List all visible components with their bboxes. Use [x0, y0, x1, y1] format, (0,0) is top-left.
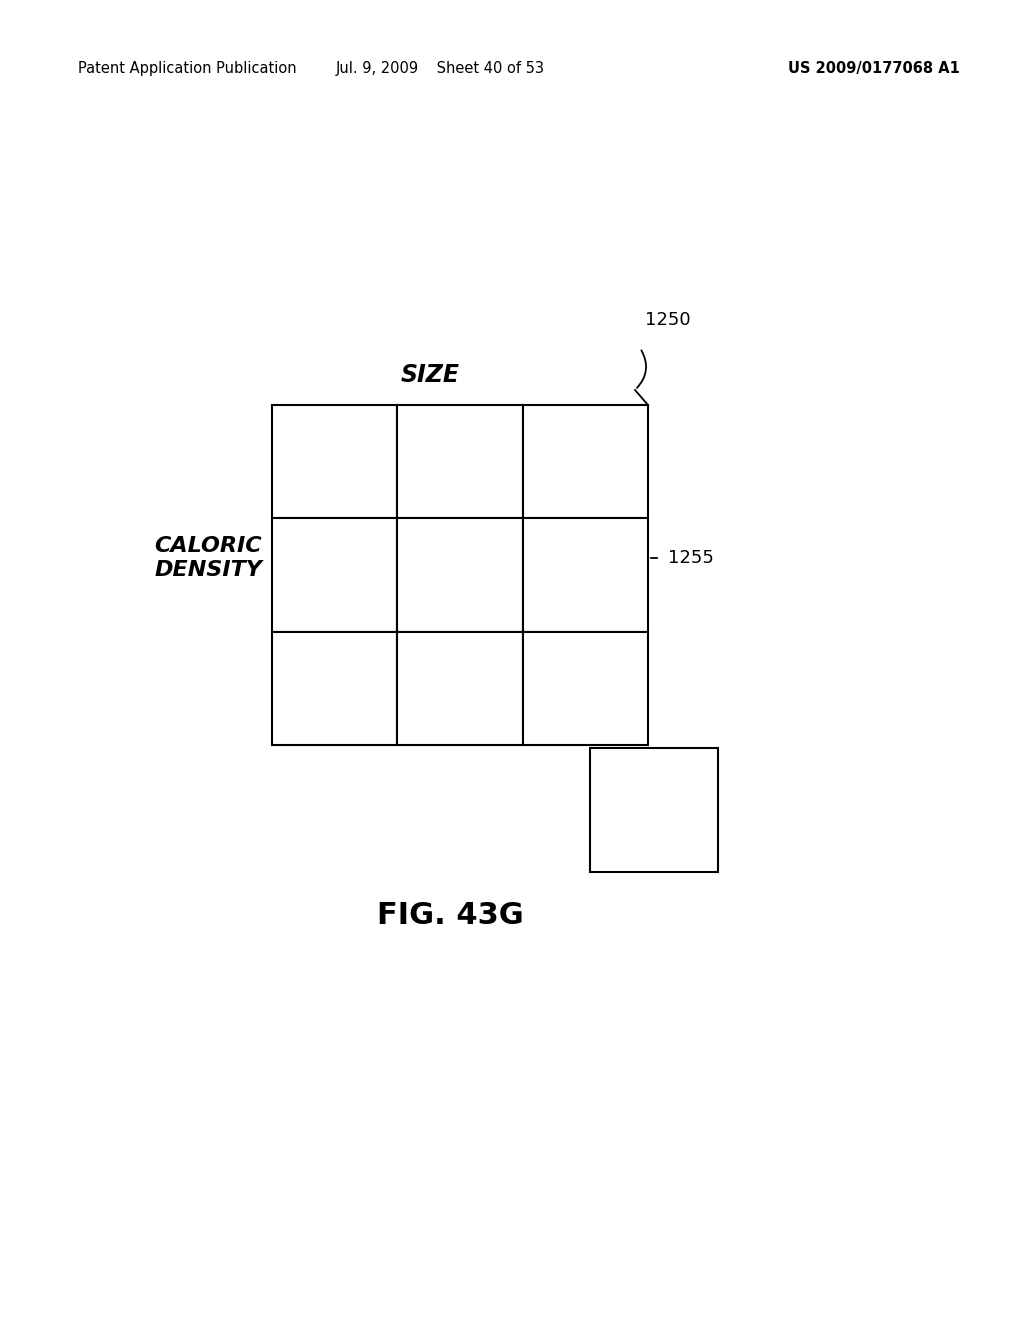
Text: 1255: 1255	[668, 549, 714, 568]
Bar	[272, 519, 397, 632]
Bar	[397, 405, 522, 519]
Text: Jul. 9, 2009    Sheet 40 of 53: Jul. 9, 2009 Sheet 40 of 53	[336, 61, 545, 75]
Text: Patent Application Publication: Patent Application Publication	[78, 61, 297, 75]
Bar	[522, 405, 648, 519]
Bar	[522, 519, 648, 632]
Text: SIZE: SIZE	[400, 363, 460, 387]
Text: FIG. 43G: FIG. 43G	[377, 900, 523, 929]
Bar	[522, 632, 648, 744]
Bar	[272, 632, 397, 744]
Bar	[590, 748, 718, 873]
Text: CALORIC
DENSITY: CALORIC DENSITY	[155, 536, 262, 579]
Text: US 2009/0177068 A1: US 2009/0177068 A1	[788, 61, 961, 75]
Bar	[272, 405, 397, 519]
Bar	[397, 519, 522, 632]
Bar	[397, 632, 522, 744]
Text: 1250: 1250	[645, 312, 690, 329]
